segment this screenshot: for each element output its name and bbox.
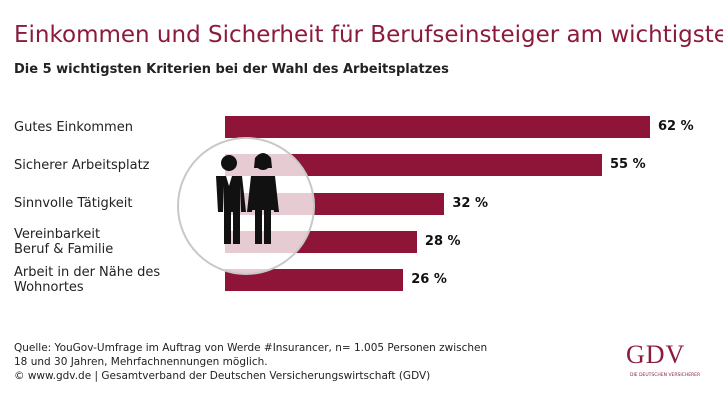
category-label: Arbeit in der Nähe des Wohnortes [14,265,161,296]
value-label: 28 % [424,233,461,249]
copyright: © www.gdv.de | Gesamtverband der Deutsch… [14,370,431,382]
value-label: 32 % [452,195,488,211]
bar [225,230,417,253]
value-label: 26 % [411,272,447,288]
source-note: Quelle: YouGov-Umfrage im Auftrag von We… [14,342,488,368]
bar [225,269,404,292]
chart-subtitle: Die 5 wichtigsten Kriterien bei der Wahl… [14,62,449,77]
logo: GDV [626,340,686,369]
category-label: Gutes Einkommen [14,119,133,135]
logo-tagline: DIE DEUTSCHEN VERSICHERER [630,373,701,378]
bar [225,192,445,215]
value-label: 55 % [610,157,646,173]
chart-title: Einkommen und Sicherheit für Berufseinst… [14,22,723,48]
bar [225,116,650,138]
bar [225,154,603,177]
category-label: Sicherer Arbeitsplatz [14,157,150,173]
category-label: Sinnvolle Tätigkeit [14,196,133,212]
value-label: 62 % [658,119,694,134]
category-label: Vereinbarkeit Beruf & Familie [14,226,114,257]
